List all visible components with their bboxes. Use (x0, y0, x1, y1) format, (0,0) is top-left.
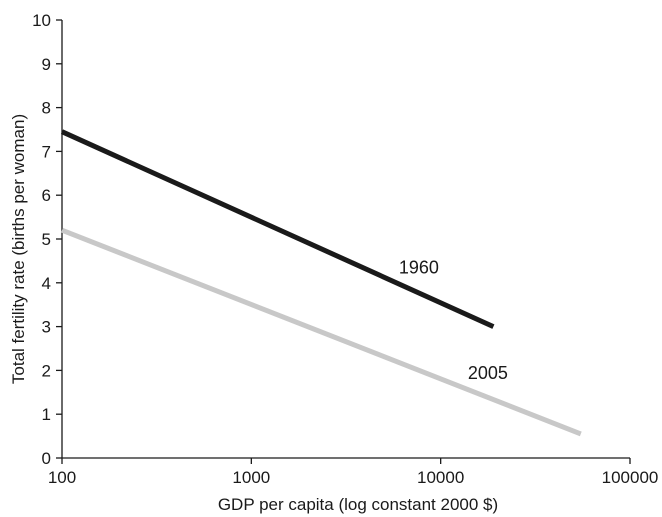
x-tick-label: 100 (48, 468, 76, 487)
y-tick-label: 8 (42, 99, 51, 118)
y-axis-title: Total fertility rate (births per woman) (9, 114, 28, 384)
x-tick-label: 10000 (417, 468, 464, 487)
series-lines (60, 129, 582, 437)
y-tick-label: 10 (32, 11, 51, 30)
y-tick-label: 7 (42, 142, 51, 161)
y-tick-label: 3 (42, 318, 51, 337)
series-line-1960 (60, 129, 495, 329)
axes (61, 20, 630, 459)
y-tick-label: 4 (42, 274, 51, 293)
x-tick-label: 100000 (602, 468, 659, 487)
y-tick-label: 1 (42, 405, 51, 424)
x-tick-label: 1000 (232, 468, 270, 487)
y-tick-label: 0 (42, 449, 51, 468)
series-labels: 1960 2005 (399, 258, 508, 383)
y-tick-label: 5 (42, 230, 51, 249)
series-label-2005: 2005 (468, 363, 508, 383)
y-tick-label: 2 (42, 361, 51, 380)
series-label-1960: 1960 (399, 258, 439, 278)
series-line-2005 (61, 227, 582, 437)
y-tick-label: 6 (42, 186, 51, 205)
y-axis-ticks: 0 1 2 3 4 5 6 7 8 9 10 (32, 11, 62, 468)
x-axis-ticks: 100 1000 10000 100000 (48, 458, 659, 487)
y-tick-label: 9 (42, 55, 51, 74)
x-axis-title: GDP per capita (log constant 2000 $) (218, 495, 498, 514)
